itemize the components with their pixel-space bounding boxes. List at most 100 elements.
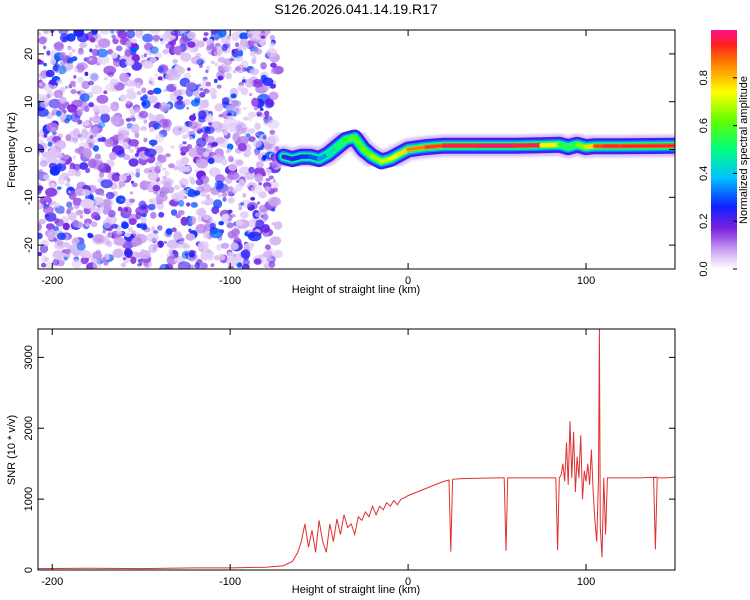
spectrogram-noise-blob <box>91 30 98 35</box>
spectrogram-noise-blob <box>131 230 136 234</box>
spectrogram-noise-blob <box>266 48 278 58</box>
spectrogram-noise-blob <box>250 185 263 194</box>
spectrogram-noise-blob <box>128 158 139 167</box>
spectrogram-noise-blob <box>269 236 282 246</box>
spectrogram-noise-blob <box>142 60 154 69</box>
spectrogram-ridge <box>272 126 675 173</box>
spectrogram-noise-blob <box>226 148 232 153</box>
spectrogram-noise-blob <box>173 257 179 263</box>
spectrogram-noise-blob <box>116 150 126 158</box>
spectrogram-noise-blob <box>216 243 223 251</box>
snr-panel: -200 -100 0 100 0 1000 2000 3000 Height of str… <box>6 328 676 596</box>
spectrogram-noise-blob <box>269 41 276 48</box>
snr-x-tick-label: 0 <box>405 576 411 588</box>
spectrogram-noise-blob <box>170 209 178 216</box>
spectrogram-noise-blob <box>209 228 224 239</box>
spectrogram-noise-blob <box>232 189 238 194</box>
spectrogram-noise-blob <box>129 198 136 203</box>
spectrogram-noise-blob <box>79 162 89 170</box>
spectrogram-noise-blob <box>242 46 247 51</box>
spectrogram-noise-blob <box>48 162 57 170</box>
spectrogram-noise-blob <box>87 232 92 237</box>
spectrogram-noise-blob <box>205 198 214 205</box>
spectrogram-noise-blob <box>214 36 219 41</box>
colorbar-tick-label: 0.6 <box>698 118 710 133</box>
spectrogram-noise-blob <box>79 214 83 219</box>
spectrogram-noise-blob <box>168 248 173 254</box>
spectrogram-noise-blob <box>165 228 173 235</box>
spectrogram-noise-blob <box>38 218 46 225</box>
spectrogram-noise-blob <box>142 33 154 43</box>
spectrogram-noise-blob <box>88 102 94 108</box>
spectrogram-noise-blob <box>84 71 89 77</box>
spectrogram-noise-blob <box>241 263 250 269</box>
spectrogram-noise-blob <box>133 106 141 113</box>
spectrogram-noise-blob <box>255 161 264 169</box>
spectrogram-noise-blob <box>181 126 190 133</box>
spectrogram-noise-blob <box>74 169 79 173</box>
spectrogram-noise-blob <box>38 132 42 138</box>
spectrogram-noise-blob <box>100 30 110 35</box>
spectrogram-noise-blob <box>125 40 132 48</box>
spectrogram-noise-blob <box>224 214 230 220</box>
spectrogram-noise-blob <box>38 36 47 45</box>
spectrogram-noise-blob <box>205 65 211 71</box>
spectrogram-noise-blob <box>124 232 131 238</box>
spectrogram-noise-blob <box>159 40 166 45</box>
spectrogram-noise-blob <box>162 167 167 171</box>
spectrogram-noise-blob <box>194 96 201 104</box>
spectrogram-noise-blob <box>262 77 274 86</box>
spectrogram-noise-blob <box>123 81 128 87</box>
spectrogram-noise-blob <box>46 91 54 99</box>
spectrogram-noise-blob <box>200 126 211 134</box>
spectrogram-noise-blob <box>209 222 216 230</box>
spectrogram-noise-blob <box>149 46 159 54</box>
spectrogram-noise-blob <box>203 151 210 158</box>
spectrogram-y-tick-label: 10 <box>23 96 35 108</box>
spectrogram-noise-blob <box>265 178 271 182</box>
spectrogram-noise-blob <box>262 213 269 221</box>
spectrogram-noise-blob <box>200 191 207 197</box>
spectrogram-noise-blob <box>251 58 257 65</box>
spectrogram-noise-blob <box>67 168 76 177</box>
spectrogram-noise-blob <box>241 124 247 129</box>
spectrogram-noise-blob <box>142 224 148 231</box>
spectrogram-noise-blob <box>255 212 261 218</box>
spectrogram-noise-blob <box>175 214 181 219</box>
spectrogram-noise-blob <box>43 174 50 180</box>
spectrogram-noise-blob <box>39 195 53 206</box>
spectrogram-noise-blob <box>256 111 263 117</box>
spectrogram-noise-blob <box>79 42 88 48</box>
spectrogram-noise-blob <box>38 185 44 191</box>
spectrogram-noise-blob <box>252 139 262 148</box>
spectrogram-noise-blob <box>71 259 82 269</box>
spectrogram-noise-blob <box>199 91 206 98</box>
spectrogram-noise-blob <box>144 148 157 158</box>
spectrogram-noise-blob <box>126 172 130 177</box>
spectrogram-noise-blob <box>62 222 70 231</box>
spectrogram-noise-blob <box>213 78 218 84</box>
spectrogram-noise-blob <box>165 153 171 158</box>
spectrogram-noise-blob <box>54 139 66 150</box>
spectrogram-noise-blob <box>210 43 214 48</box>
spectrogram-noise-blob <box>65 182 70 187</box>
snr-y-tick-label: 3000 <box>23 345 35 369</box>
spectrogram-noise-blob <box>215 136 226 144</box>
spectrogram-noise-blob <box>180 184 186 188</box>
snr-x-tick-label: -100 <box>219 576 241 588</box>
spectrogram-noise-blob <box>134 132 140 139</box>
spectrogram-noise-blob <box>251 97 259 107</box>
spectrogram-noise-blob <box>264 84 271 91</box>
spectrogram-noise-blob <box>247 111 257 118</box>
spectrogram-noise-blob <box>174 184 181 190</box>
spectrogram-noise-blob <box>43 45 47 50</box>
snr-y-label: SNR (10 * v/v) <box>6 415 18 485</box>
spectrogram-noise-blob <box>226 222 234 229</box>
spectrogram-noise-blob <box>210 263 215 268</box>
snr-series-line <box>38 329 675 570</box>
spectrogram-noise-blob <box>250 196 256 201</box>
spectrogram-noise-blob <box>159 263 170 269</box>
spectrogram-noise-blob <box>217 193 222 198</box>
spectrogram-noise-blob <box>66 57 74 64</box>
spectrogram-noise-blob <box>271 208 276 212</box>
